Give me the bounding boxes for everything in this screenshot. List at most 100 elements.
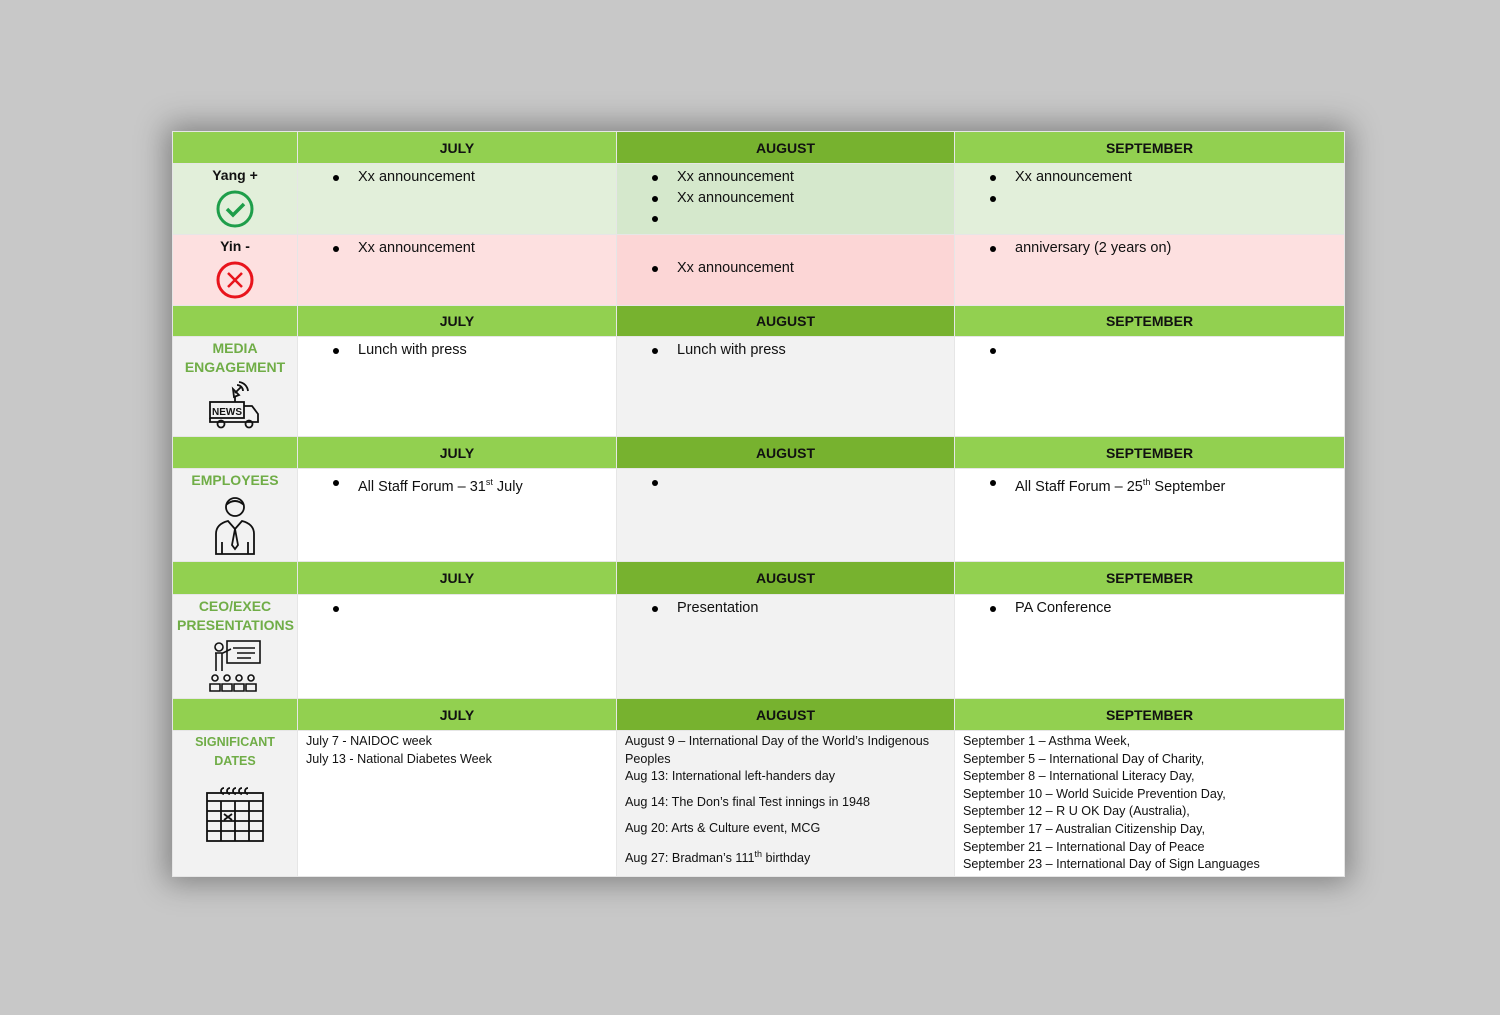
text-part: September <box>1150 478 1226 495</box>
cell-august: Lunch with press <box>616 336 955 437</box>
bullet-list <box>956 338 1344 361</box>
list-item: Xx announcement <box>618 167 954 188</box>
header-blank <box>172 131 298 164</box>
date-item: September 17 – Australian Citizenship Da… <box>963 821 1205 836</box>
list-item: PA Conference <box>956 598 1344 619</box>
date-item: Aug 13: International left-handers day <box>625 769 836 784</box>
date-item: Aug 27: Bradman’s 111th birthday <box>625 846 946 868</box>
list-item: Xx announcement <box>956 167 1344 188</box>
header-september: SEPTEMBER <box>954 561 1345 595</box>
cell-july: July 7 - NAIDOC week July 13 - National D… <box>297 730 617 877</box>
date-item: September 21 – International Day of Peac… <box>963 839 1205 854</box>
bullet-list: Lunch with press <box>299 338 616 361</box>
cell-september: September 1 – Asthma Week, September 5 – … <box>954 730 1345 877</box>
list-item <box>618 472 954 493</box>
row-label: SIGNIFICANT DATES <box>172 730 298 877</box>
date-item: September 23 – International Day of Sign… <box>963 857 1260 872</box>
bullet-list: All Staff Forum – 31st July <box>299 470 616 498</box>
list-item: Xx announcement <box>618 188 954 209</box>
row-label: CEO/EXEC PRESENTATIONS <box>172 594 298 699</box>
cell-july: Xx announcement <box>297 163 617 235</box>
bullet-list: Presentation <box>618 596 954 619</box>
dates-list: July 7 - NAIDOC week July 13 - National D… <box>299 731 616 770</box>
row-label-text: CEO/EXEC PRESENTATIONS <box>177 598 294 633</box>
text-part: birthday <box>762 851 811 866</box>
date-item: September 10 – World Suicide Prevention … <box>963 786 1226 801</box>
header-july: JULY <box>297 305 617 337</box>
row-media-engagement: MEDIA ENGAGEMENT NEWS Lunch with press Lunc… <box>172 336 1345 437</box>
cell-july: All Staff Forum – 31st July <box>297 468 617 562</box>
row-label: Yin - <box>172 234 298 306</box>
calendar-icon <box>174 785 297 849</box>
header-july: JULY <box>297 698 617 731</box>
list-item: Xx announcement <box>618 258 954 279</box>
list-item: All Staff Forum – 25th September <box>956 472 1344 497</box>
list-item: Xx announcement <box>299 167 616 188</box>
header-july: JULY <box>297 436 617 469</box>
cell-september: anniversary (2 years on) <box>954 234 1345 306</box>
cell-july: Lunch with press <box>297 336 617 437</box>
presentation-icon <box>174 639 297 698</box>
list-item <box>299 598 616 619</box>
row-label-text: MEDIA ENGAGEMENT <box>184 340 286 375</box>
header-august: AUGUST <box>616 436 955 469</box>
bullet-list: Xx announcement Xx announcement <box>618 165 954 229</box>
svg-text:NEWS: NEWS <box>212 407 242 418</box>
header-august: AUGUST <box>616 131 955 164</box>
bullet-list <box>618 470 954 493</box>
row-ceo-exec-presentations: CEO/EXEC PRESENTATIONS Presentation PA Con… <box>172 594 1345 699</box>
header-september: SEPTEMBER <box>954 698 1345 731</box>
bullet-list: Xx announcement <box>299 165 616 188</box>
cell-september: PA Conference <box>954 594 1345 699</box>
x-circle-icon <box>174 260 297 305</box>
cell-august: August 9 – International Day of the Worl… <box>616 730 955 877</box>
cell-august: Presentation <box>616 594 955 699</box>
header-september: SEPTEMBER <box>954 305 1345 337</box>
text-part: All Staff Forum – 25 <box>1015 478 1143 495</box>
employee-icon <box>174 494 297 561</box>
text-part: All Staff Forum – 31 <box>358 478 486 495</box>
superscript: th <box>1142 477 1151 487</box>
row-label-text: SIGNIFICANT DATES <box>195 735 275 768</box>
bullet-list: Xx announcement <box>618 236 954 279</box>
calendar-table: JULY AUGUST SEPTEMBER Yang + Xx announcement… <box>172 131 1345 877</box>
header-september: SEPTEMBER <box>954 436 1345 469</box>
list-item: anniversary (2 years on) <box>956 238 1344 259</box>
list-item: All Staff Forum – 31st July <box>299 472 616 497</box>
list-item: Xx announcement <box>299 238 616 259</box>
text-part: July <box>492 478 523 495</box>
row-label: MEDIA ENGAGEMENT NEWS <box>172 336 298 437</box>
dates-list: September 1 – Asthma Week, September 5 – … <box>956 731 1344 875</box>
row-label-text: Yin - <box>220 238 250 254</box>
row-yang: Yang + Xx announcement Xx announcement Xx a… <box>172 163 1345 235</box>
cell-august: Xx announcement <box>616 234 955 306</box>
month-header-row: JULY AUGUST SEPTEMBER <box>172 561 1345 595</box>
cell-july <box>297 594 617 699</box>
date-item: September 8 – International Literacy Day… <box>963 769 1195 784</box>
date-item: July 13 - National Diabetes Week <box>306 751 492 766</box>
row-label: EMPLOYEES <box>172 468 298 562</box>
cell-september <box>954 336 1345 437</box>
bullet-list: anniversary (2 years on) <box>956 236 1344 259</box>
header-blank <box>172 305 298 337</box>
month-header-row: JULY AUGUST SEPTEMBER <box>172 131 1345 164</box>
header-august: AUGUST <box>616 561 955 595</box>
row-significant-dates: SIGNIFICANT DATES July 7 - NAIDOC week Jul… <box>172 730 1345 877</box>
list-item: Presentation <box>618 598 954 619</box>
date-item: September 1 – Asthma Week, <box>963 734 1131 748</box>
text-part: Aug 27: Bradman’s 111 <box>625 851 755 866</box>
row-yin: Yin - Xx announcement Xx announcement anniv… <box>172 234 1345 306</box>
header-blank <box>172 436 298 469</box>
header-blank <box>172 698 298 731</box>
bullet-list: Xx announcement <box>956 165 1344 209</box>
cell-july: Xx announcement <box>297 234 617 306</box>
cell-august <box>616 468 955 562</box>
list-item <box>956 188 1344 209</box>
date-item: Aug 20: Arts & Culture event, MCG <box>625 821 821 836</box>
bullet-list: Lunch with press <box>618 338 954 361</box>
row-employees: EMPLOYEES All Staff Forum – 31st July All … <box>172 468 1345 562</box>
list-item: Lunch with press <box>299 340 616 361</box>
date-item: July 7 - NAIDOC week <box>306 734 432 748</box>
month-header-row: JULY AUGUST SEPTEMBER <box>172 698 1345 731</box>
header-blank <box>172 561 298 595</box>
